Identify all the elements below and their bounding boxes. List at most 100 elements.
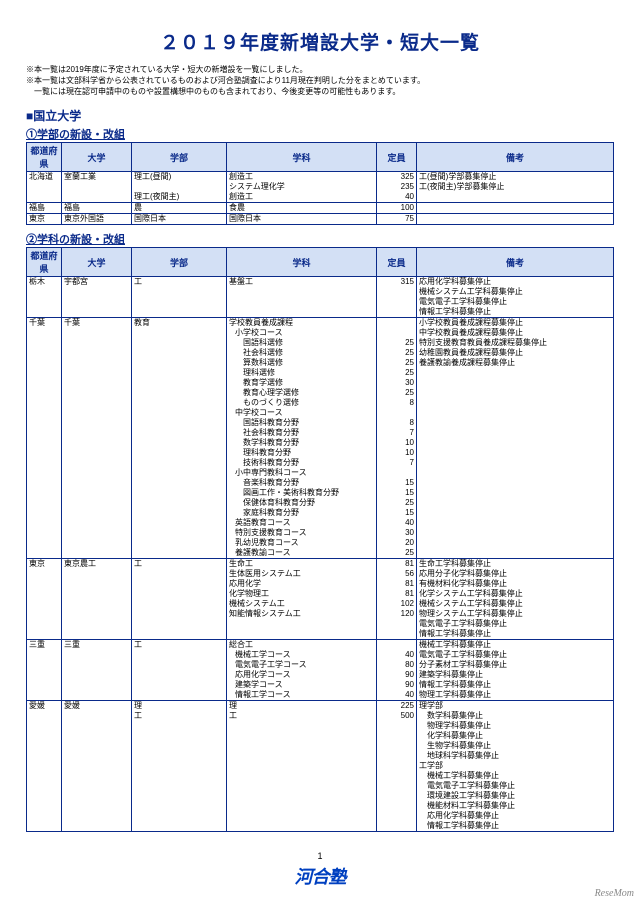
table-row: 物理学科募集停止 [27, 721, 614, 731]
cell [62, 287, 132, 297]
cell [132, 781, 227, 791]
cell: 機械システム工学科募集停止 [417, 599, 614, 609]
page-title: ２０１９年度新増設大学・短大一覧 [26, 28, 614, 55]
cell [27, 528, 62, 538]
cell [62, 328, 132, 338]
cell: 情報工学科募集停止 [417, 629, 614, 640]
cell: 81 [377, 559, 417, 570]
table-row: 国語科選修25特別支援教育教員養成課程募集停止 [27, 338, 614, 348]
cell: 機械工学科募集停止 [417, 771, 614, 781]
cell: 100 [377, 203, 417, 214]
cell [417, 468, 614, 478]
cell: 小学校教員養成課程募集停止 [417, 318, 614, 329]
cell [27, 348, 62, 358]
cell: 生命工学科募集停止 [417, 559, 614, 570]
table-row: 電気電子工学科募集停止 [27, 619, 614, 629]
cell [377, 619, 417, 629]
table-row: 情報工学科募集停止 [27, 307, 614, 318]
cell [377, 791, 417, 801]
cell: 有機材料化学科募集停止 [417, 579, 614, 589]
table-row: 算数科選修25養護教諭養成課程募集停止 [27, 358, 614, 368]
table-row: 機械工学科募集停止 [27, 771, 614, 781]
cell [62, 721, 132, 731]
cell [377, 741, 417, 751]
cell [417, 458, 614, 468]
cell [62, 761, 132, 771]
cell [132, 438, 227, 448]
note-line: ※本一覧は文部科学省から公表されているものおよび河合塾調査により11月現在判明し… [26, 76, 614, 87]
cell [417, 438, 614, 448]
cell: 教育学選修 [227, 378, 377, 388]
cell [132, 398, 227, 408]
cell [132, 680, 227, 690]
cell [377, 318, 417, 329]
cell: 図画工作・美術科教育分野 [227, 488, 377, 498]
cell [27, 821, 62, 832]
cell [132, 801, 227, 811]
cell: 8 [377, 418, 417, 428]
cell [132, 418, 227, 428]
table-row: 地球科学科募集停止 [27, 751, 614, 761]
cell [132, 599, 227, 609]
cell [27, 368, 62, 378]
cell: 応用化学 [227, 579, 377, 589]
cell: 総合工 [227, 640, 377, 651]
cell: 40 [377, 690, 417, 701]
cell: 算数科選修 [227, 358, 377, 368]
cell [62, 690, 132, 701]
table-row: 養護教諭コース25 [27, 548, 614, 559]
cell [27, 589, 62, 599]
corner-watermark: ReseMom [595, 888, 634, 899]
cell [27, 408, 62, 418]
th-pref: 都道府県 [27, 248, 62, 277]
cell [417, 408, 614, 418]
cell: 25 [377, 348, 417, 358]
cell: 理科教育分野 [227, 448, 377, 458]
table-row: 小中専門教科コース [27, 468, 614, 478]
table-row: 社会科教育分野7 [27, 428, 614, 438]
cell [27, 498, 62, 508]
cell [227, 297, 377, 307]
th-cap: 定員 [377, 143, 417, 172]
cell [377, 821, 417, 832]
cell: 7 [377, 428, 417, 438]
table-row: 情報工学科募集停止 [27, 629, 614, 640]
table-row: 三重三重工総合工機械工学科募集停止 [27, 640, 614, 651]
cell: 15 [377, 508, 417, 518]
cell: 化学システム工学科募集停止 [417, 589, 614, 599]
cell: 小学校コース [227, 328, 377, 338]
cell [417, 528, 614, 538]
cell [62, 488, 132, 498]
cell: 食農 [227, 203, 377, 214]
cell: 25 [377, 368, 417, 378]
cell: 社会科教育分野 [227, 428, 377, 438]
page-number: 1 [0, 851, 640, 861]
table-row: 情報工学科募集停止 [27, 821, 614, 832]
cell: 理学部 [417, 701, 614, 712]
cell: 特別支援教育教員養成課程募集停止 [417, 338, 614, 348]
table-row: 千葉千葉教育学校教員養成課程小学校教員養成課程募集停止 [27, 318, 614, 329]
cell [417, 518, 614, 528]
cell: 56 [377, 569, 417, 579]
cell [417, 418, 614, 428]
cell [132, 650, 227, 660]
cell [417, 368, 614, 378]
cell [62, 297, 132, 307]
cell: 国際日本 [227, 214, 377, 225]
cell: 機能材料工学科募集停止 [417, 801, 614, 811]
cell [27, 781, 62, 791]
table-row: システム理化学235工(夜間主)学部募集停止 [27, 182, 614, 192]
cell: 75 [377, 214, 417, 225]
cell [27, 378, 62, 388]
cell: 情報工学コース [227, 690, 377, 701]
cell [27, 458, 62, 468]
cell: 物理システム工学科募集停止 [417, 609, 614, 619]
cell [62, 771, 132, 781]
cell [62, 680, 132, 690]
table-row: 生物学科募集停止 [27, 741, 614, 751]
table1-heading: ①学部の新設・改組 [26, 126, 614, 142]
th-dept: 学科 [227, 248, 377, 277]
table-row: 福島福島農食農100 [27, 203, 614, 214]
cell [132, 731, 227, 741]
cell [62, 609, 132, 619]
